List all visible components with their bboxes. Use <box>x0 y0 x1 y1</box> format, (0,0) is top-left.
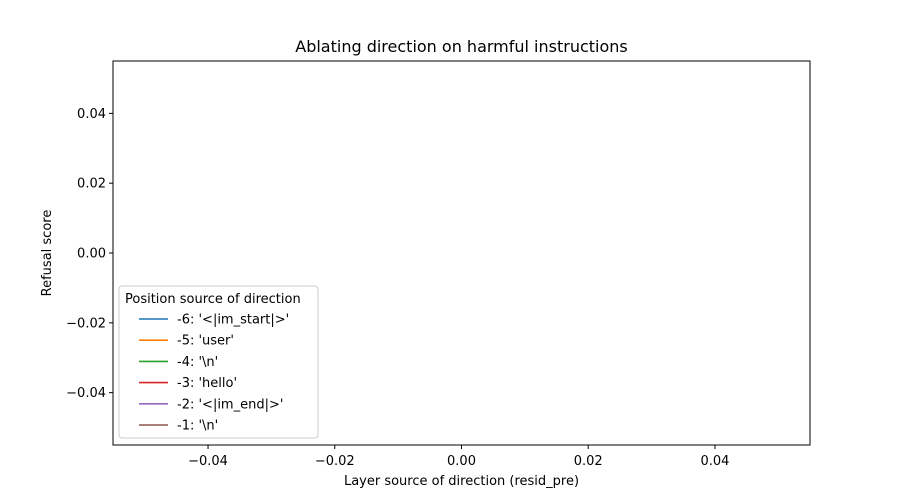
legend-box <box>118 285 319 439</box>
legend-entry-label: -4: '\n' <box>177 355 218 370</box>
legend-entries: -6: '<|im_start|>' -5: 'user' -4: '\n' -3: … <box>139 313 289 434</box>
x-tick-label: −0.04 <box>188 454 228 469</box>
x-axis: −0.04 −0.02 0.00 0.02 0.04 <box>188 445 729 469</box>
legend-entry-label: -1: '\n' <box>177 419 218 434</box>
x-tick-label: −0.02 <box>315 454 355 469</box>
y-tick-label: 0.02 <box>77 177 106 192</box>
y-tick-label: −0.02 <box>66 316 106 331</box>
x-tick-label: 0.02 <box>574 454 603 469</box>
legend-title: Position source of direction <box>125 292 301 307</box>
x-tick-label: 0.00 <box>447 454 476 469</box>
y-axis-label: Refusal score <box>40 210 55 297</box>
y-tick-label: −0.04 <box>66 386 106 401</box>
legend: Position source of direction -6: '<|im_s… <box>118 285 319 439</box>
chart-title: Ablating direction on harmful instructio… <box>295 37 628 56</box>
x-tick-label: 0.04 <box>700 454 729 469</box>
y-axis: 0.04 0.02 0.00 −0.02 −0.04 <box>66 107 113 401</box>
legend-entry-label: -5: 'user' <box>177 334 234 349</box>
y-tick-label: 0.04 <box>77 107 106 122</box>
legend-entry-label: -3: 'hello' <box>177 376 237 391</box>
legend-entry-label: -6: '<|im_start|>' <box>177 313 289 328</box>
y-tick-label: 0.00 <box>77 247 106 262</box>
x-axis-label: Layer source of direction (resid_pre) <box>344 474 579 489</box>
legend-entry-label: -2: '<|im_end|>' <box>177 397 283 412</box>
